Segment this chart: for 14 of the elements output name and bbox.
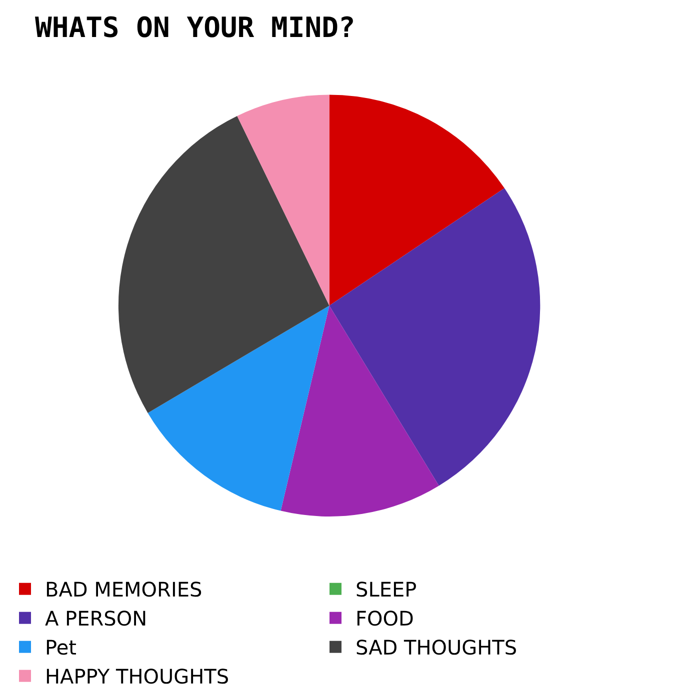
legend-label: SLEEP	[356, 578, 417, 602]
pie-slice	[148, 306, 330, 511]
pie-slice	[237, 94, 330, 306]
pie-slice	[329, 94, 504, 306]
pie-slice	[329, 188, 540, 486]
legend-label: SAD THOUGHTS	[356, 636, 518, 660]
legend-label: BAD MEMORIES	[45, 578, 202, 602]
legend-label: A PERSON	[45, 606, 148, 631]
pie-slice	[280, 306, 439, 516]
chart-title: WHATS ON YOUR MIND?	[35, 11, 356, 44]
legend-label: HAPPY THOUGHTS	[45, 664, 230, 689]
legend-label: FOOD	[356, 606, 414, 631]
pie-slice	[118, 116, 330, 413]
legend-label: Pet	[45, 636, 77, 660]
